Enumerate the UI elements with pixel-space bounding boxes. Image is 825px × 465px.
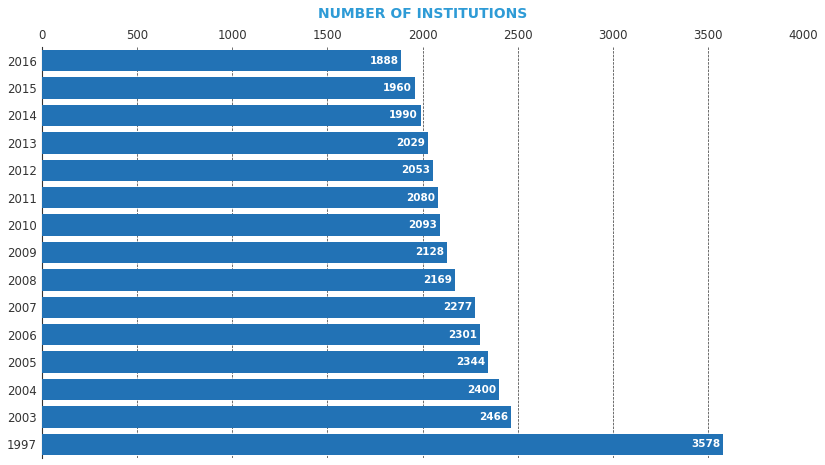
Bar xyxy=(42,105,421,126)
Text: 2029: 2029 xyxy=(396,138,425,148)
Bar xyxy=(42,187,438,208)
Text: 2128: 2128 xyxy=(415,247,444,258)
Bar xyxy=(42,50,401,71)
Text: 2400: 2400 xyxy=(467,385,496,394)
Text: 1990: 1990 xyxy=(389,111,417,120)
Text: 2093: 2093 xyxy=(408,220,437,230)
Text: 1888: 1888 xyxy=(370,56,398,66)
Bar xyxy=(42,297,475,318)
Text: 3578: 3578 xyxy=(691,439,720,449)
Bar xyxy=(42,269,455,291)
Bar xyxy=(42,214,441,236)
Bar xyxy=(42,132,428,153)
Bar xyxy=(42,352,488,373)
Title: NUMBER OF INSTITUTIONS: NUMBER OF INSTITUTIONS xyxy=(318,7,527,21)
Text: 2080: 2080 xyxy=(406,193,435,203)
Bar xyxy=(42,406,511,428)
Bar xyxy=(42,242,447,263)
Text: 2277: 2277 xyxy=(443,302,473,312)
Text: 2344: 2344 xyxy=(456,357,485,367)
Bar xyxy=(42,159,432,181)
Text: 2466: 2466 xyxy=(479,412,508,422)
Bar xyxy=(42,379,498,400)
Text: 2169: 2169 xyxy=(423,275,452,285)
Text: 2301: 2301 xyxy=(448,330,477,340)
Bar xyxy=(42,434,723,455)
Bar xyxy=(42,324,480,345)
Bar xyxy=(42,77,415,99)
Text: 1960: 1960 xyxy=(383,83,412,93)
Text: 2053: 2053 xyxy=(401,165,430,175)
